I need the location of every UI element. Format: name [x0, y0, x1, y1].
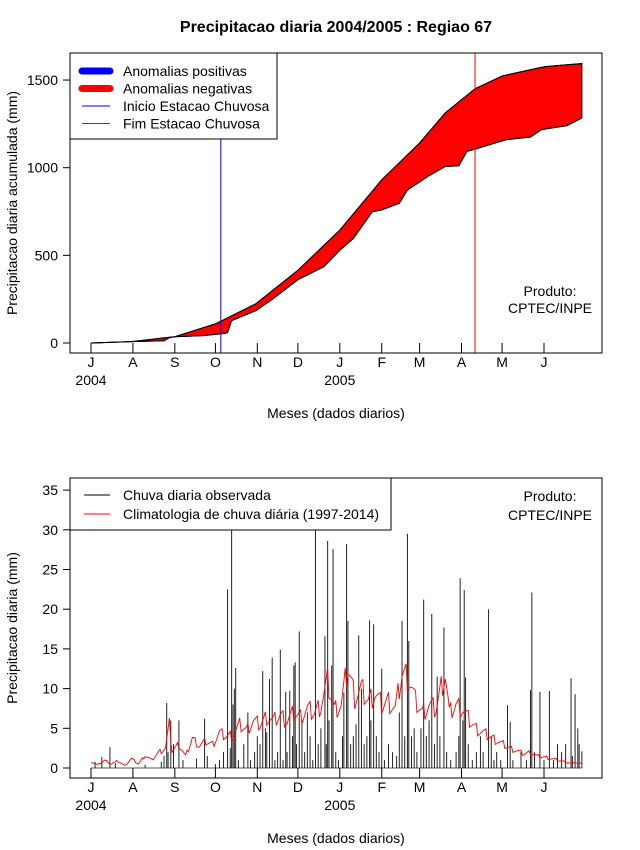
year-label: 2004 — [75, 797, 106, 813]
product-name: CPTEC/INPE — [508, 300, 592, 316]
y-tick-label: 0 — [50, 760, 58, 776]
x-tick-label: M — [414, 779, 426, 795]
x-tick-label: D — [293, 354, 303, 370]
y-tick-label: 35 — [42, 482, 58, 498]
chart-title: Precipitacao diaria 2004/2005 : Regiao 6… — [180, 19, 492, 36]
legend-box — [69, 477, 392, 531]
y-tick-label: 0 — [50, 335, 58, 351]
x-tick-label: J — [336, 779, 343, 795]
y-tick-label: 1500 — [27, 72, 58, 88]
legend-label: Inicio Estacao Chuvosa — [123, 98, 270, 114]
legend-box — [69, 52, 278, 140]
x-tick-label: N — [252, 354, 262, 370]
climatology-cumulative-line — [90, 63, 582, 344]
product-name: CPTEC/INPE — [508, 507, 592, 523]
legend-label: Fim Estacao Chuvosa — [123, 116, 260, 132]
x-tick-label: O — [210, 779, 221, 795]
product-label: Produto: — [524, 283, 577, 299]
x-tick-label: M — [414, 354, 426, 370]
cumulative-precipitation-chart: 0 500 1000 1500 J A S O N D J F M A M J 2004 2005 Meses (d… — [4, 52, 603, 421]
legend-label: Climatologia de chuva diária (1997-2014) — [123, 506, 379, 522]
y-tick-label: 1000 — [27, 160, 58, 176]
y-tick-label: 25 — [42, 562, 58, 578]
x-tick-label: O — [210, 354, 221, 370]
x-tick-label: J — [541, 779, 548, 795]
x-tick-label: D — [293, 779, 303, 795]
daily-precipitation-chart: 0 5 10 15 20 25 30 35 J A S O N D J F M A M J 2004 2005 Meses … — [4, 477, 603, 846]
y-tick-label: 15 — [42, 641, 58, 657]
plot-frame — [69, 52, 603, 354]
year-label: 2004 — [75, 372, 106, 388]
x-tick-label: A — [457, 779, 467, 795]
x-tick-label: S — [170, 354, 179, 370]
x-tick-label: F — [377, 779, 386, 795]
y-axis-label: Precipitacao diaria acumulada (mm) — [4, 91, 20, 315]
x-tick-label: J — [541, 354, 548, 370]
x-tick-label: A — [128, 354, 138, 370]
y-tick-label: 20 — [42, 601, 58, 617]
x-tick-label: J — [88, 779, 95, 795]
climatology-daily-line — [90, 663, 582, 766]
x-tick-label: J — [336, 354, 343, 370]
legend-label: Chuva diaria observada — [123, 487, 271, 503]
x-axis-label: Meses (dados diarios) — [267, 405, 405, 421]
x-tick-label: S — [170, 779, 179, 795]
y-tick-label: 30 — [42, 522, 58, 538]
legend: Anomalias positivas Anomalias negativasIn… — [69, 52, 278, 140]
y-axis-label: Precipitacao diaria (mm) — [4, 552, 20, 704]
legend-label: Anomalias positivas — [123, 63, 247, 79]
x-tick-label: J — [88, 354, 95, 370]
y-tick-label: 10 — [42, 681, 58, 697]
x-axis-label: Meses (dados diarios) — [267, 830, 405, 846]
year-label: 2005 — [324, 797, 355, 813]
y-tick-label: 5 — [50, 720, 58, 736]
x-tick-label: F — [377, 354, 386, 370]
x-tick-label: N — [252, 779, 262, 795]
legend-label: Anomalias negativas — [123, 81, 252, 97]
x-tick-label: M — [496, 354, 508, 370]
product-label: Produto: — [524, 488, 577, 504]
observed-cumulative-line — [90, 117, 583, 344]
x-tick-label: M — [496, 779, 508, 795]
y-tick-label: 500 — [35, 247, 59, 263]
legend: Chuva diaria observada Climatologia de ch… — [69, 477, 392, 531]
year-label: 2005 — [324, 372, 355, 388]
x-tick-label: A — [128, 779, 138, 795]
x-tick-label: A — [457, 354, 467, 370]
